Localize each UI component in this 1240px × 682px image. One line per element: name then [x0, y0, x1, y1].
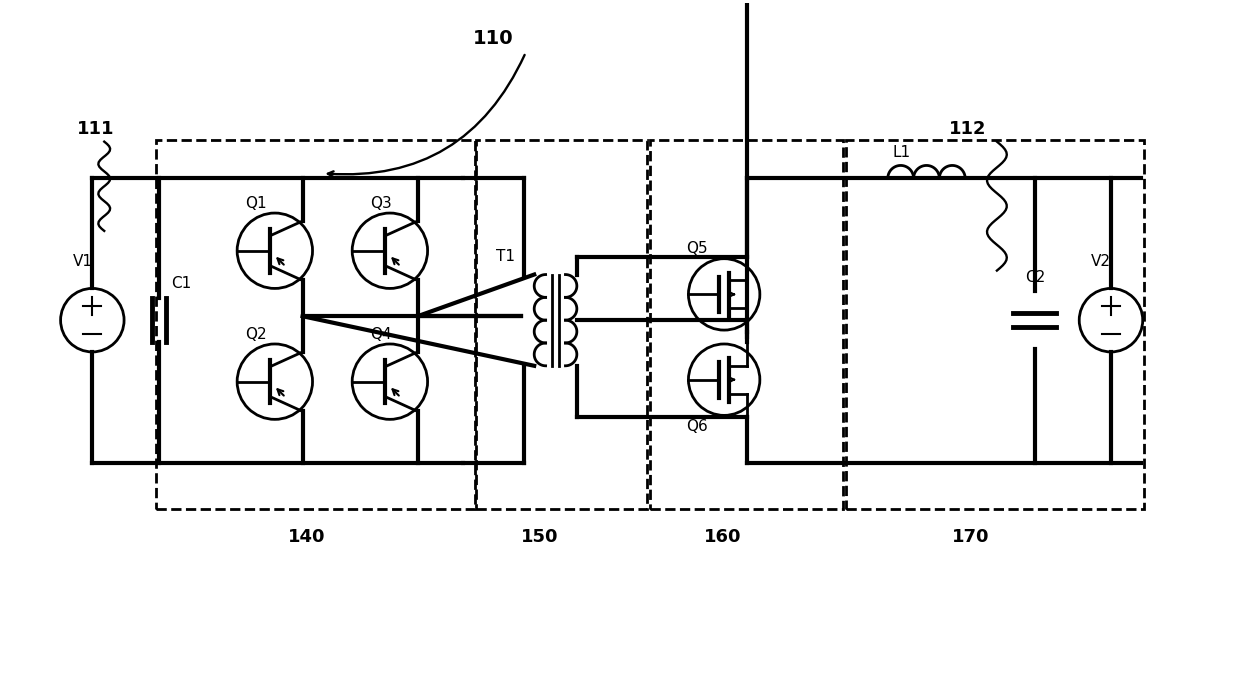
- Text: 140: 140: [288, 529, 325, 546]
- Text: V2: V2: [1091, 254, 1111, 269]
- Bar: [476, 140, 647, 509]
- Bar: [156, 140, 475, 509]
- Text: 112: 112: [950, 120, 987, 138]
- Text: 110: 110: [474, 29, 513, 48]
- Text: 150: 150: [521, 529, 558, 546]
- Text: Q4: Q4: [370, 327, 392, 342]
- Text: C2: C2: [1024, 271, 1045, 286]
- Text: Q2: Q2: [246, 327, 267, 342]
- Text: T1: T1: [496, 249, 515, 264]
- Bar: [846, 140, 1143, 509]
- Text: C1: C1: [171, 276, 191, 291]
- Text: 111: 111: [77, 120, 114, 138]
- Text: Q1: Q1: [246, 196, 267, 211]
- Text: Q3: Q3: [370, 196, 392, 211]
- Bar: [650, 140, 843, 509]
- Text: V1: V1: [72, 254, 93, 269]
- Text: 160: 160: [704, 529, 742, 546]
- Text: L1: L1: [893, 145, 911, 160]
- Text: Q6: Q6: [687, 419, 708, 434]
- Text: 170: 170: [952, 529, 990, 546]
- Text: Q5: Q5: [687, 241, 708, 256]
